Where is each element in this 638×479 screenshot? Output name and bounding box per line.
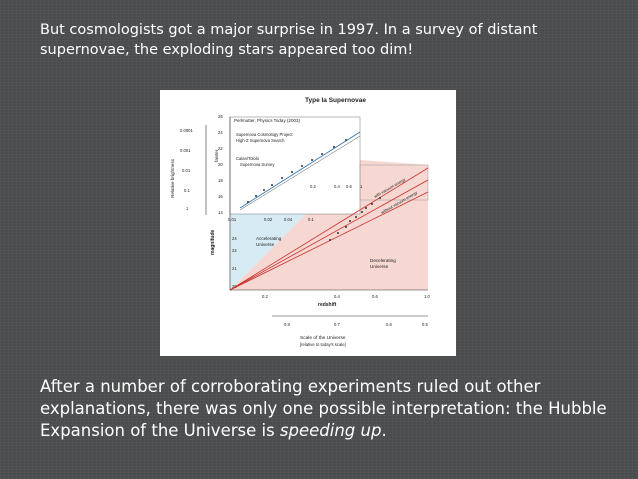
decelerating-label-2: Universe: [370, 264, 389, 269]
lower-y-tick-0: 24: [232, 236, 237, 241]
x-axis-label: redshift: [318, 302, 337, 308]
upper-panel: [359, 164, 429, 201]
conclusion-emphasis: speeding up: [279, 421, 382, 440]
x-tick-1: 0.4: [334, 294, 340, 299]
accelerating-label-2: Universe: [256, 242, 275, 247]
scale-tick-2: 0.6: [386, 322, 392, 327]
no-vacuum-curve-1: [229, 179, 429, 291]
x-tick-0: 0.2: [262, 294, 268, 299]
left-tick-1: 0.001: [180, 148, 191, 153]
scale-tick-3: 0.5: [422, 322, 428, 327]
figure-title: Type Ia Supernovae: [305, 97, 366, 104]
figure-credit: Perlmutter, Physics Today (2003): [234, 118, 300, 123]
left-tick-0: 0.0001: [180, 128, 193, 133]
left-tick-3: 0.1: [184, 188, 190, 193]
decelerating-label-1: Decelerating: [370, 258, 396, 263]
inset-top-tick-3: 1: [360, 184, 363, 189]
conclusion-text: After a number of corroborating experime…: [40, 376, 630, 442]
conclusion-prefix: After a number of corroborating experime…: [40, 377, 607, 440]
lower-y-tick-1: 22: [232, 248, 237, 253]
supernova-hubble-diagram: Type Ia Supernovae Perlmutter, Physics T…: [160, 90, 456, 356]
intro-text: But cosmologists got a major surprise in…: [40, 22, 538, 58]
fainter-label: fainter: [214, 149, 219, 162]
y-tick-4: 18: [218, 178, 223, 183]
legend-scp: Supernova Cosmology Project: [236, 132, 293, 137]
scale-sublabel: [relative to today's scale]: [300, 342, 346, 347]
vacuum-energy-curve: [229, 167, 429, 291]
y-axis-label: magnitude: [210, 230, 216, 255]
inset-trend-2: [239, 135, 361, 211]
legend-survey: Supernova Survey: [240, 162, 275, 167]
left-tick-4: 1: [186, 206, 189, 211]
legend-highz: High-Z Supernova Search: [236, 138, 285, 143]
x-tick-3: 1.0: [424, 294, 430, 299]
hubble-diagram-svg: Type Ia Supernovae Perlmutter, Physics T…: [170, 97, 430, 347]
scale-tick-1: 0.7: [334, 322, 340, 327]
left-tick-2: 0.01: [182, 168, 191, 173]
decelerating-region: [230, 160, 428, 290]
inset-x-tick-3: 0.1: [308, 217, 314, 222]
x-tick-2: 0.6: [372, 294, 378, 299]
inset-trend: [239, 131, 361, 209]
lower-y-tick-3: 20: [232, 284, 237, 289]
legend-calan: Calan/Tololo: [236, 156, 260, 161]
scale-tick-0: 0.9: [284, 322, 290, 327]
inset-x-tick-2: 0.04: [284, 217, 293, 222]
y-tick-1: 24: [218, 130, 223, 135]
y-tick-6: 14: [218, 210, 223, 215]
left-axis-label: Relative brightness: [170, 158, 175, 198]
inset-top-tick-0: 0.2: [310, 184, 316, 189]
lower-y-tick-2: 21: [232, 266, 237, 271]
y-tick-2: 22: [218, 146, 223, 151]
inset-top-tick-2: 0.6: [346, 184, 352, 189]
y-tick-0: 26: [218, 114, 223, 119]
inset-top-tick-1: 0.4: [334, 184, 340, 189]
y-tick-3: 20: [218, 162, 223, 167]
inset-x-tick-0: 0.01: [228, 217, 237, 222]
accelerating-label-1: Accelerating: [256, 236, 282, 241]
inset-x-tick-1: 0.02: [264, 217, 273, 222]
y-tick-5: 16: [218, 194, 223, 199]
no-vacuum-curve-2: [229, 191, 429, 291]
supernova-data-points: [247, 139, 381, 241]
scale-label: Scale of the Universe: [300, 335, 346, 341]
conclusion-suffix: .: [381, 421, 387, 440]
inset-panel: [229, 116, 361, 215]
